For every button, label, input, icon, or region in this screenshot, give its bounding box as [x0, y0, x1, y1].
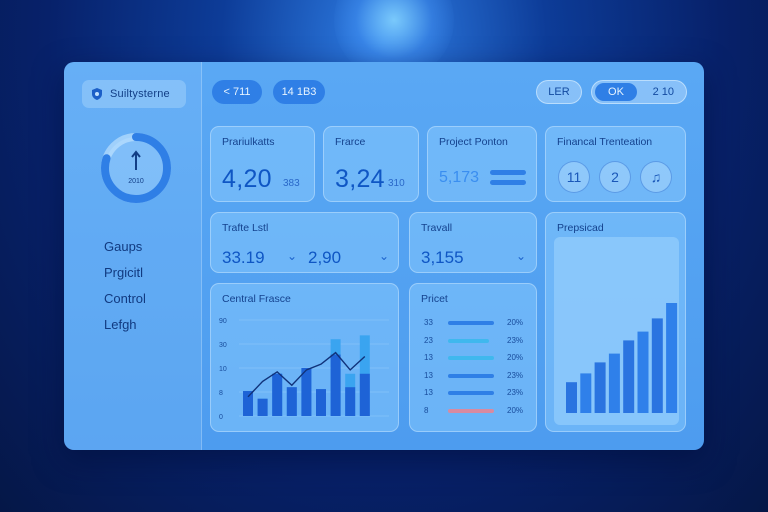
card-prepsicad: Prepsicad	[545, 212, 686, 432]
sidebar-nav: Gaups Prgicitl Control Lefgh	[104, 234, 146, 338]
up-arrow-icon	[131, 150, 141, 170]
app-name: Suiltysterne	[110, 88, 170, 100]
sidebar-item-gaups[interactable]: Gaups	[104, 239, 143, 254]
row-percent: 23%	[507, 370, 524, 380]
row-percent: 23%	[507, 388, 524, 397]
bar-dark	[316, 389, 326, 416]
card-title: Central Frasce	[222, 293, 291, 305]
prepsicad-bar-chart	[566, 303, 678, 413]
bar-dark	[286, 387, 297, 416]
row-bar	[448, 408, 494, 413]
row-label: 23	[424, 335, 433, 345]
card-title: Project Ponton	[439, 136, 508, 148]
card-project-ponton: Project Ponton 5,173	[427, 126, 537, 202]
card-title: Prariulkatts	[222, 136, 275, 148]
row-bar	[448, 338, 489, 343]
shield-icon	[92, 88, 102, 100]
row-bar	[448, 391, 494, 395]
bar-dark	[345, 387, 356, 416]
card-title: Pricet	[421, 293, 448, 305]
sidebar-item-control[interactable]: Control	[104, 291, 146, 306]
card-title: Frarce	[335, 136, 366, 148]
card-value: 3,24	[335, 165, 385, 193]
card-travall: Travall 3,155 ⌄	[409, 212, 537, 273]
bar	[651, 318, 663, 413]
ring-value: 2010	[128, 178, 144, 185]
row-label: 13	[424, 370, 433, 380]
row-percent: 20%	[507, 353, 524, 362]
range-button[interactable]: 14 1B3	[273, 80, 325, 104]
row-label: 13	[424, 388, 433, 397]
row-percent: 20%	[507, 405, 524, 415]
card-pricet: Pricet 33 20% 23 23% 13 20% 13 23% 13 23% 8 20%	[409, 283, 537, 432]
row-bar	[448, 321, 494, 325]
app-logo[interactable]: Suiltysterne	[82, 80, 186, 108]
card-title: Trafte Lstl	[222, 222, 269, 234]
row-percent: 23%	[507, 335, 524, 345]
chevron-down-icon[interactable]: ⌄	[287, 249, 298, 263]
option-button-1[interactable]: 11	[558, 161, 590, 193]
bar	[637, 331, 649, 413]
bar-dark	[359, 373, 370, 416]
bar	[623, 340, 635, 413]
back-button[interactable]: < 711	[212, 80, 262, 104]
sidebar-item-prgicitl[interactable]: Prgicitl	[104, 265, 144, 280]
bar-dark	[257, 398, 268, 416]
row-bar	[448, 356, 494, 360]
bar	[666, 303, 678, 413]
row-label: 13	[424, 353, 433, 362]
card-trafte-lstl: Trafte Lstl 33.19 ⌄ 2,90 ⌄	[210, 212, 399, 273]
card-title: Prepsicad	[557, 222, 604, 234]
sidebar-item-lefgh[interactable]: Lefgh	[104, 317, 137, 332]
card-centrak-frasce: Central Frasce 90 30 10 8 0	[210, 283, 399, 432]
chevron-down-icon[interactable]: ⌄	[379, 249, 390, 263]
y-tick-label: 10	[219, 366, 227, 373]
dashboard-window: Suiltysterne 2010 Gaups Prgicitl Control…	[64, 62, 704, 450]
filter-button[interactable]: LER	[536, 80, 582, 104]
central-frasce-chart: 90 30 10 8 0	[219, 318, 389, 421]
card-prariulkatts: Prariulkatts 4,20 383	[210, 126, 315, 202]
row-bar	[448, 373, 494, 378]
progress-ring: 2010	[98, 130, 174, 206]
ok-button[interactable]: OK	[595, 83, 637, 101]
trend-line	[247, 351, 366, 398]
y-tick-label: 0	[219, 414, 223, 421]
y-tick-label: 30	[219, 342, 227, 349]
card-value: 4,20	[222, 165, 272, 193]
ring-arc	[101, 133, 171, 203]
card-title: Financal Trenteation	[557, 136, 653, 148]
bar	[580, 373, 592, 413]
card-financal-trenteation: Financal Trenteation 11 2 ♫	[545, 126, 686, 202]
chevron-down-icon[interactable]: ⌄	[516, 249, 527, 263]
sidebar: Suiltysterne 2010 Gaups Prgicitl Control…	[64, 62, 202, 450]
row-percent: 20%	[507, 318, 524, 327]
bar-dark	[330, 354, 341, 416]
card-value: 5,173	[439, 169, 480, 186]
row-label: 8	[424, 405, 429, 415]
music-note-icon[interactable]: ♫	[640, 161, 672, 193]
row-label: 33	[424, 318, 433, 327]
toggle-line-bottom	[490, 180, 526, 185]
bar-dark	[272, 373, 283, 416]
card-frarce: Frarce 3,24 310	[323, 126, 419, 202]
toggle-value: 2 10	[652, 86, 674, 98]
card-value: 3,155	[421, 248, 464, 267]
bar	[594, 362, 606, 413]
card-subvalue: 310	[388, 178, 405, 189]
card-title: Travall	[421, 222, 453, 234]
y-tick-label: 90	[219, 318, 227, 325]
toggle-line-top	[490, 170, 526, 175]
card-value-1: 33.19	[222, 248, 265, 267]
bar	[608, 353, 620, 413]
option-button-2[interactable]: 2	[599, 161, 631, 193]
bar-dark	[301, 368, 312, 416]
bar-dark	[243, 391, 253, 416]
card-subvalue: 383	[283, 178, 300, 189]
y-tick-label: 8	[219, 390, 223, 397]
card-value-2: 2,90	[308, 248, 342, 267]
bar	[566, 382, 577, 413]
